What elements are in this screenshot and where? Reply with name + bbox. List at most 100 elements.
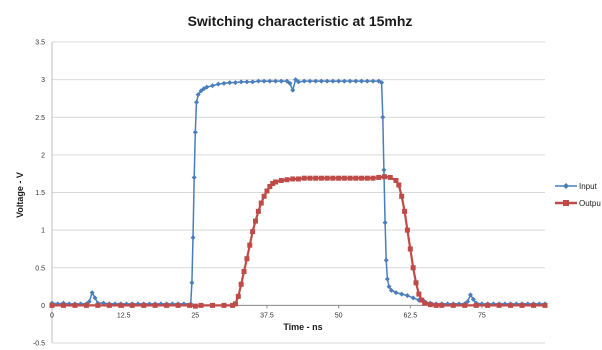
y-tick-label: 2 xyxy=(41,152,45,159)
data-point xyxy=(370,175,376,181)
chart-title: Switching characteristic at 15mhz xyxy=(188,13,413,29)
data-point xyxy=(198,88,204,94)
y-tick-label: 1.5 xyxy=(35,190,45,197)
data-point xyxy=(290,176,296,182)
data-point xyxy=(462,302,468,308)
data-point xyxy=(244,79,250,85)
data-point xyxy=(215,81,221,87)
data-point xyxy=(290,87,296,93)
data-point xyxy=(261,78,267,84)
legend: Input Outpu xyxy=(555,182,601,208)
data-point xyxy=(293,77,299,83)
data-point xyxy=(370,78,376,84)
data-point xyxy=(413,280,419,286)
data-point xyxy=(191,174,197,180)
data-point xyxy=(86,299,92,305)
data-point xyxy=(467,292,473,298)
y-tick-label: 0.5 xyxy=(35,265,45,272)
data-point xyxy=(353,175,359,181)
series-outpu xyxy=(49,174,548,309)
data-point xyxy=(175,302,181,308)
data-point xyxy=(376,174,382,180)
data-point xyxy=(419,297,425,303)
data-point xyxy=(278,177,284,183)
data-point xyxy=(382,220,388,226)
x-tick-label: 50 xyxy=(335,312,343,319)
data-point xyxy=(270,180,276,186)
x-tick-label: 62.5 xyxy=(403,312,417,319)
data-point xyxy=(381,174,387,180)
data-point xyxy=(399,193,405,199)
y-tick-label: -0.5 xyxy=(33,341,45,348)
data-point xyxy=(439,302,445,308)
data-point xyxy=(253,218,259,224)
data-point xyxy=(195,92,201,98)
data-point xyxy=(287,80,293,86)
data-point xyxy=(284,78,290,84)
data-point xyxy=(284,177,290,183)
data-point xyxy=(407,246,413,252)
data-point xyxy=(92,295,98,301)
y-tick-label: 2.5 xyxy=(35,115,45,122)
data-point xyxy=(227,80,233,86)
data-point xyxy=(267,183,273,189)
data-point xyxy=(470,296,476,302)
y-tick-label: 0 xyxy=(41,303,45,310)
data-point xyxy=(324,175,330,181)
data-point xyxy=(542,302,548,308)
data-point xyxy=(383,257,389,263)
data-point xyxy=(255,78,261,84)
data-point xyxy=(330,78,336,84)
data-point xyxy=(60,302,66,308)
y-tick-label: 3.5 xyxy=(35,40,45,47)
data-point xyxy=(347,78,353,84)
data-point xyxy=(364,78,370,84)
data-point xyxy=(235,293,241,299)
data-point xyxy=(238,281,244,287)
data-point xyxy=(264,188,270,194)
data-point xyxy=(336,78,342,84)
data-point xyxy=(267,78,273,84)
data-point xyxy=(152,302,158,308)
data-point xyxy=(396,182,402,188)
data-point xyxy=(433,302,439,308)
data-point xyxy=(347,175,353,181)
data-point xyxy=(221,302,227,308)
data-point xyxy=(399,291,405,297)
data-point xyxy=(278,78,284,84)
data-point xyxy=(164,302,170,308)
data-point xyxy=(189,280,195,286)
data-point xyxy=(129,302,135,308)
data-point xyxy=(402,208,408,214)
data-point xyxy=(384,276,390,282)
data-point xyxy=(301,78,307,84)
legend-marker xyxy=(563,200,569,206)
data-point xyxy=(296,79,301,85)
data-point xyxy=(232,80,238,86)
data-point xyxy=(450,302,456,308)
data-point xyxy=(341,78,347,84)
data-point xyxy=(198,302,204,308)
data-point xyxy=(49,302,55,308)
data-point xyxy=(393,290,399,296)
legend-label: Input xyxy=(579,182,598,191)
data-point xyxy=(496,302,502,308)
data-point xyxy=(508,302,514,308)
data-point xyxy=(427,302,433,308)
data-point xyxy=(83,302,89,308)
data-point xyxy=(193,99,199,105)
data-point xyxy=(301,175,307,181)
data-point xyxy=(404,293,410,299)
data-point xyxy=(250,79,256,85)
data-point xyxy=(318,78,324,84)
data-point xyxy=(118,302,124,308)
data-point xyxy=(386,284,392,290)
data-point xyxy=(210,83,216,89)
data-point xyxy=(89,290,95,296)
data-point xyxy=(324,78,330,84)
x-tick-label: 0 xyxy=(50,312,54,319)
data-point xyxy=(330,175,336,181)
legend-item: Outpu xyxy=(555,199,601,208)
